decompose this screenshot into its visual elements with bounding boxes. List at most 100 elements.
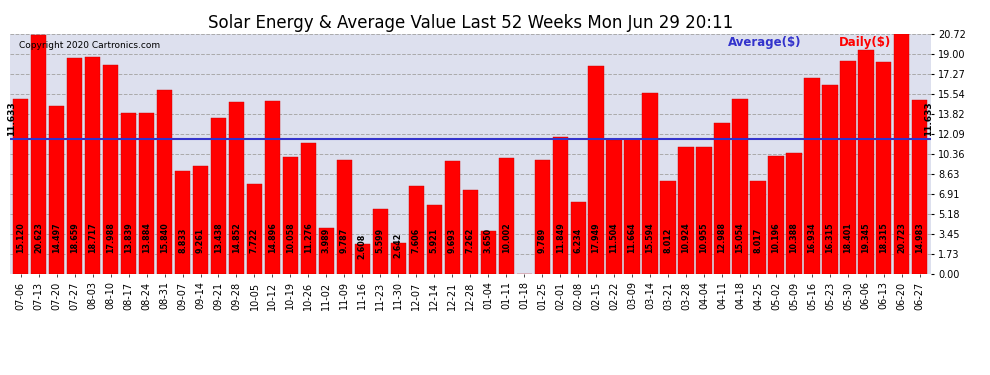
Bar xyxy=(499,158,514,274)
Text: 16.315: 16.315 xyxy=(826,222,835,253)
Text: 3.989: 3.989 xyxy=(322,228,331,253)
Bar xyxy=(211,118,226,274)
Bar xyxy=(319,228,334,274)
Bar xyxy=(733,99,747,274)
Text: 18.717: 18.717 xyxy=(88,222,97,253)
Text: 10.388: 10.388 xyxy=(789,222,798,253)
Bar xyxy=(625,139,640,274)
Text: 9.789: 9.789 xyxy=(538,228,546,253)
Bar xyxy=(13,99,29,274)
Text: 5.921: 5.921 xyxy=(430,228,439,253)
Bar xyxy=(229,102,245,274)
Text: 15.840: 15.840 xyxy=(160,222,169,253)
Text: 20.723: 20.723 xyxy=(897,222,906,253)
Bar xyxy=(715,123,730,274)
Text: 9.787: 9.787 xyxy=(340,228,348,253)
Text: 14.896: 14.896 xyxy=(268,222,277,253)
Bar xyxy=(31,35,47,274)
Text: Average($): Average($) xyxy=(728,36,802,49)
Text: 11.633: 11.633 xyxy=(7,101,16,135)
Bar xyxy=(354,243,370,274)
Text: 9.261: 9.261 xyxy=(196,228,205,253)
Bar xyxy=(696,147,712,274)
Text: 11.849: 11.849 xyxy=(555,222,564,253)
Text: 18.659: 18.659 xyxy=(70,222,79,253)
Text: 10.955: 10.955 xyxy=(700,222,709,253)
Text: 14.852: 14.852 xyxy=(232,222,241,253)
Bar xyxy=(50,106,64,274)
Bar xyxy=(427,205,442,274)
Text: 16.934: 16.934 xyxy=(808,222,817,253)
Bar xyxy=(462,190,478,274)
Bar xyxy=(823,85,838,274)
Bar xyxy=(535,160,549,274)
Text: 10.002: 10.002 xyxy=(502,222,511,253)
Text: 11.664: 11.664 xyxy=(628,222,637,253)
Text: 3.650: 3.650 xyxy=(484,228,493,253)
Bar xyxy=(660,181,676,274)
Text: 7.722: 7.722 xyxy=(249,228,259,253)
Text: 14.983: 14.983 xyxy=(916,222,925,253)
Bar xyxy=(67,58,82,274)
Text: 8.017: 8.017 xyxy=(753,228,762,253)
Bar xyxy=(912,100,928,274)
Bar xyxy=(301,143,316,274)
Bar xyxy=(786,153,802,274)
Bar xyxy=(552,136,568,274)
Bar xyxy=(768,156,784,274)
Title: Solar Energy & Average Value Last 52 Weeks Mon Jun 29 20:11: Solar Energy & Average Value Last 52 Wee… xyxy=(208,14,733,32)
Text: 10.058: 10.058 xyxy=(286,222,295,253)
Text: 15.594: 15.594 xyxy=(645,222,654,253)
Text: 13.839: 13.839 xyxy=(124,222,133,253)
Text: 11.504: 11.504 xyxy=(610,222,619,253)
Text: 6.234: 6.234 xyxy=(573,228,583,253)
Bar xyxy=(607,141,622,274)
Bar xyxy=(409,186,424,274)
Text: 7.262: 7.262 xyxy=(465,228,475,253)
Bar xyxy=(156,90,172,274)
Text: 10.196: 10.196 xyxy=(771,222,780,253)
Text: 7.606: 7.606 xyxy=(412,228,421,253)
Bar xyxy=(750,181,765,274)
Text: 8.012: 8.012 xyxy=(663,228,672,253)
Text: 18.315: 18.315 xyxy=(879,222,888,253)
Bar xyxy=(283,157,298,274)
Text: 18.401: 18.401 xyxy=(843,222,852,253)
Text: 10.924: 10.924 xyxy=(681,222,691,253)
Bar xyxy=(121,114,137,274)
Text: 17.988: 17.988 xyxy=(106,222,115,253)
Bar xyxy=(804,78,820,274)
Bar xyxy=(193,166,208,274)
Text: 19.345: 19.345 xyxy=(861,222,870,253)
Text: 15.054: 15.054 xyxy=(736,222,744,253)
Text: 12.988: 12.988 xyxy=(718,222,727,253)
Bar xyxy=(894,34,910,274)
Text: 11.633: 11.633 xyxy=(925,101,934,135)
Bar xyxy=(264,101,280,274)
Bar xyxy=(588,66,604,274)
Text: 14.497: 14.497 xyxy=(52,222,61,253)
Bar xyxy=(841,61,855,274)
Text: 11.276: 11.276 xyxy=(304,222,313,253)
Bar xyxy=(337,160,352,274)
Text: 8.833: 8.833 xyxy=(178,228,187,253)
Text: 13.884: 13.884 xyxy=(143,222,151,253)
Bar xyxy=(678,147,694,274)
Bar xyxy=(85,57,100,274)
Bar xyxy=(643,93,657,274)
Text: 2.608: 2.608 xyxy=(357,233,367,259)
Text: 5.599: 5.599 xyxy=(376,228,385,253)
Text: 13.438: 13.438 xyxy=(214,222,223,253)
Bar xyxy=(858,50,873,274)
Bar xyxy=(480,231,496,274)
Text: Copyright 2020 Cartronics.com: Copyright 2020 Cartronics.com xyxy=(19,41,160,50)
Bar xyxy=(139,113,154,274)
Bar xyxy=(445,162,460,274)
Text: 15.120: 15.120 xyxy=(16,222,25,253)
Bar xyxy=(175,171,190,274)
Bar xyxy=(570,201,586,274)
Bar xyxy=(391,243,406,274)
Text: 2.642: 2.642 xyxy=(394,233,403,258)
Bar xyxy=(103,65,118,274)
Text: 9.693: 9.693 xyxy=(447,228,456,253)
